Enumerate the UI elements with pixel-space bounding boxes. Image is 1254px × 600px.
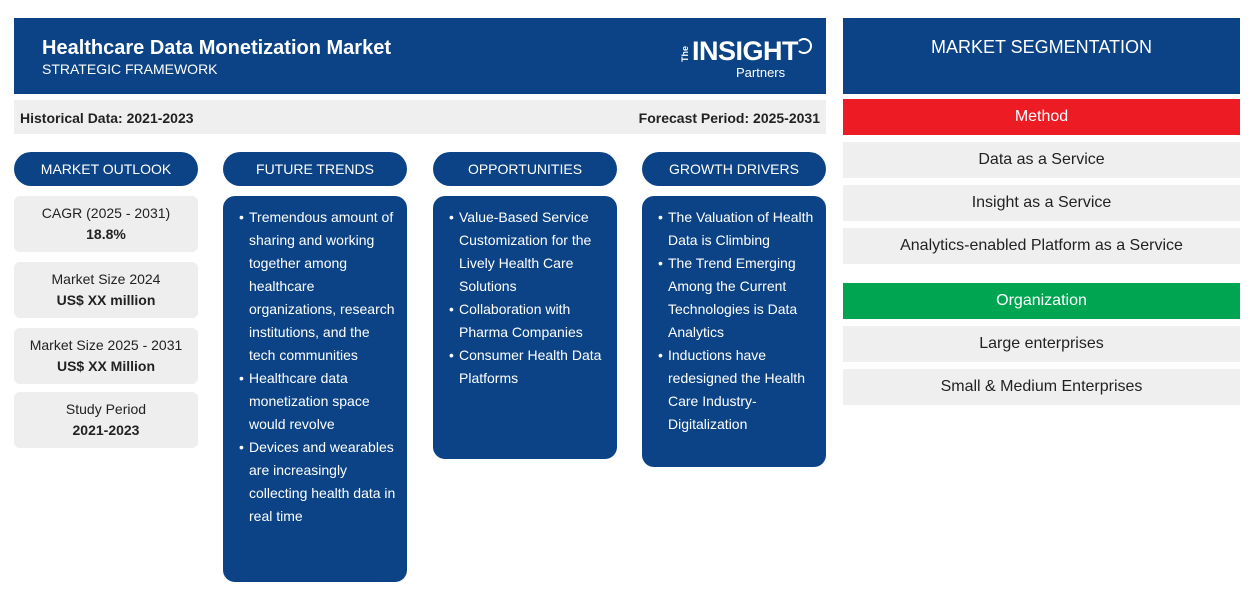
segment-item: Insight as a Service [843,185,1240,221]
list-item: Collaboration with Pharma Companies [449,298,607,344]
list-item: Healthcare data monetization space would… [239,367,397,436]
stat-label: Market Size 2024 [51,271,161,287]
segment-item: Analytics-enabled Platform as a Service [843,228,1240,264]
stat-value: US$ XX million [56,292,156,308]
organization-category: Organization [843,283,1240,319]
market-outlook-heading: MARKET OUTLOOK [14,152,198,186]
cagr-stat: CAGR (2025 - 2031) 18.8% [14,196,198,252]
study-period-stat: Study Period 2021-2023 [14,392,198,448]
list-item: Value-Based Service Customization for th… [449,206,607,298]
report-header: Healthcare Data Monetization Market STRA… [14,18,826,94]
future-trends-card: Tremendous amount of sharing and working… [223,196,407,582]
future-trends-list: Tremendous amount of sharing and working… [239,206,397,528]
segment-item: Small & Medium Enterprises [843,369,1240,405]
logo-ring-icon [796,38,812,54]
market-segmentation-heading: MARKET SEGMENTATION [843,18,1240,94]
list-item: Consumer Health Data Platforms [449,344,607,390]
segment-item: Large enterprises [843,326,1240,362]
list-item: The Trend Emerging Among the Current Tec… [658,252,816,344]
forecast-period-label: Forecast Period: 2025-2031 [638,110,820,126]
market-size-2024-stat: Market Size 2024 US$ XX million [14,262,198,318]
insight-partners-logo: The INSIGHT Partners [674,32,814,84]
page-title: Healthcare Data Monetization Market [42,37,391,59]
opportunities-heading: OPPORTUNITIES [433,152,617,186]
growth-drivers-card: The Valuation of Health Data is Climbing… [642,196,826,467]
historical-data-label: Historical Data: 2021-2023 [20,110,194,126]
stat-value: US$ XX Million [56,358,155,374]
growth-drivers-heading: GROWTH DRIVERS [642,152,826,186]
future-trends-heading: FUTURE TRENDS [223,152,407,186]
list-item: Devices and wearables are increasingly c… [239,436,397,528]
stat-label: CAGR (2025 - 2031) [41,205,171,221]
opportunities-list: Value-Based Service Customization for th… [449,206,607,390]
list-item: Tremendous amount of sharing and working… [239,206,397,367]
stat-label: Study Period [65,401,147,417]
period-bar: Historical Data: 2021-2023 Forecast Peri… [14,100,826,134]
stat-value: 18.8% [86,226,126,242]
method-category: Method [843,99,1240,135]
stat-value: 2021-2023 [72,422,140,438]
list-item: The Valuation of Health Data is Climbing [658,206,816,252]
market-size-forecast-stat: Market Size 2025 - 2031 US$ XX Million [14,328,198,384]
segment-item: Data as a Service [843,142,1240,178]
growth-drivers-list: The Valuation of Health Data is Climbing… [658,206,816,436]
opportunities-card: Value-Based Service Customization for th… [433,196,617,459]
logo-the-text: The [680,46,690,63]
list-item: Inductions have redesigned the Health Ca… [658,344,816,436]
page-subtitle: STRATEGIC FRAMEWORK [42,61,218,77]
logo-partners-text: Partners [736,65,786,80]
logo-insight-text: INSIGHT [692,36,799,66]
stat-label: Market Size 2025 - 2031 [29,337,183,353]
